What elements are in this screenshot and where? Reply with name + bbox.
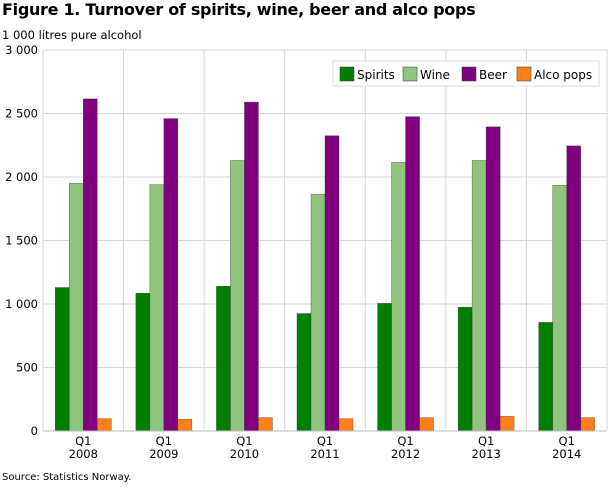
chart-title: Figure 1. Turnover of spirits, wine, bee… [2, 0, 476, 19]
y-tick-label: 1 500 [5, 234, 38, 248]
legend-swatch [461, 66, 477, 82]
bar-alco-pops [419, 417, 434, 432]
bar-beer [324, 135, 340, 432]
bar-alco-pops [177, 419, 193, 432]
x-tick-label: Q1 [559, 434, 575, 448]
bar-alco-pops [499, 416, 515, 432]
bar-alco-pops [338, 418, 354, 432]
y-tick-label: 2 500 [5, 107, 38, 121]
bar-spirits [55, 287, 70, 432]
bar-wine [552, 185, 567, 432]
bar-spirits [377, 303, 392, 432]
bar-beer [244, 101, 259, 432]
y-tick-label: 0 [31, 424, 38, 438]
bar-alco-pops [97, 418, 112, 432]
y-tick-label: 3 000 [5, 43, 38, 57]
source-note: Source: Statistics Norway. [2, 472, 132, 483]
bar-alco-pops [580, 417, 595, 432]
x-tick-label: 2014 [552, 447, 581, 461]
bar-spirits [538, 322, 553, 432]
bar-beer [485, 126, 501, 432]
bar-wine [391, 162, 406, 432]
y-axis-label: 1 000 litres pure alcohol [2, 28, 142, 42]
x-tick-label: 2012 [391, 447, 420, 461]
x-tick-label: 2011 [310, 447, 339, 461]
legend-label: Beer [479, 68, 507, 82]
bar-wine [230, 160, 245, 432]
x-tick-label: Q1 [478, 434, 494, 448]
bar-wine [149, 184, 165, 432]
x-tick-label: Q1 [75, 434, 91, 448]
bar-beer [405, 116, 420, 432]
bar-spirits [216, 285, 231, 432]
y-tick-label: 500 [16, 361, 38, 375]
x-tick-label: 2010 [230, 447, 259, 461]
legend-label: Spirits [357, 68, 395, 82]
bar-wine [310, 193, 326, 432]
y-tick-label: 2 000 [5, 170, 38, 184]
legend-swatch [516, 66, 532, 82]
x-tick-label: Q1 [156, 434, 172, 448]
bar-beer [163, 118, 179, 432]
bar-beer [566, 145, 581, 432]
bar-spirits [296, 313, 312, 432]
bar-alco-pops [258, 417, 273, 432]
bar-spirits [135, 292, 151, 432]
bar-beer [83, 98, 98, 432]
y-tick-label: 1 000 [5, 297, 38, 311]
x-tick-label: 2008 [69, 447, 98, 461]
legend-swatch [339, 66, 355, 82]
legend-swatch [402, 66, 418, 82]
legend-label: Wine [420, 68, 450, 82]
legend-label: Alco pops [534, 68, 592, 82]
bar-wine [69, 183, 84, 432]
x-tick-label: 2009 [149, 447, 178, 461]
x-tick-label: Q1 [397, 434, 413, 448]
bar-spirits [457, 306, 473, 432]
bar-wine [471, 160, 487, 432]
x-tick-label: Q1 [236, 434, 252, 448]
x-tick-label: Q1 [317, 434, 333, 448]
x-tick-label: 2013 [472, 447, 501, 461]
